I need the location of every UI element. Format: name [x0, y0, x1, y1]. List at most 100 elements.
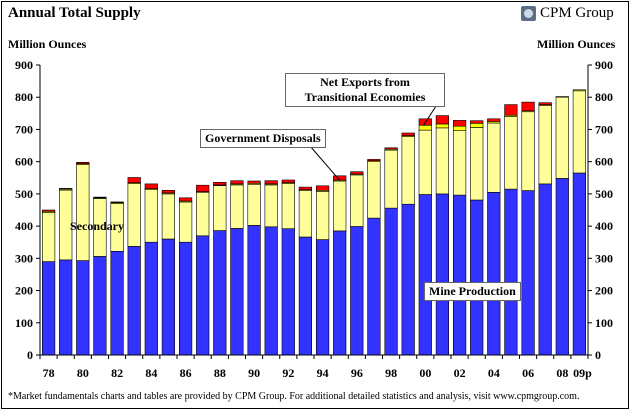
y-tick-left-900: 900 — [15, 58, 33, 72]
bar-mine-production-1992 — [281, 228, 295, 356]
bar-net-exports-from-transitional-economies-1999 — [401, 132, 415, 136]
bar-mine-production-1993 — [298, 236, 313, 356]
bar-secondary-1993 — [298, 190, 313, 238]
bar-mine-production-2008 — [555, 178, 569, 356]
bar-government-disposals-2001 — [435, 123, 450, 129]
y-tick-right-700: 700 — [595, 122, 613, 136]
y-tick-right-300: 300 — [595, 251, 613, 265]
government-disposals-label: Government Disposals — [200, 129, 326, 148]
x-tick-label-86: 86 — [180, 366, 192, 380]
net-exports-label: Net Exports from Transitional Economies — [285, 73, 445, 107]
y-tick-right-400: 400 — [595, 219, 613, 233]
mine-production-label: Mine Production — [424, 282, 521, 301]
bar-mine-production-1999 — [401, 203, 415, 356]
bar-mine-production-1991 — [264, 226, 278, 356]
bar-secondary-1985 — [161, 193, 176, 240]
x-tick-label-78: 78 — [43, 366, 55, 380]
bar-mine-production-2003 — [470, 199, 484, 356]
bar-secondary-2000 — [418, 129, 432, 195]
bar-net-exports-from-transitional-economies-1993 — [298, 186, 313, 191]
bar-secondary-2008 — [555, 96, 569, 179]
x-tick-label-02: 02 — [454, 366, 466, 380]
bar-mine-production-2006 — [521, 190, 535, 356]
bar-mine-production-2004 — [487, 192, 501, 356]
bar-mine-production-1988 — [213, 230, 227, 356]
cpm-logo-icon — [521, 6, 536, 21]
bar-mine-production-1994 — [315, 239, 330, 356]
y-tick-left-500: 500 — [15, 187, 33, 201]
bar-net-exports-from-transitional-economies-1985 — [161, 190, 176, 194]
y-tick-left-700: 700 — [15, 122, 33, 136]
bar-secondary-1994 — [315, 191, 330, 240]
y-tick-left-300: 300 — [15, 251, 33, 265]
x-tick-label-04: 04 — [488, 366, 500, 380]
bar-government-disposals-2000 — [418, 125, 432, 131]
bar-secondary-2006 — [521, 111, 535, 191]
bar-net-exports-from-transitional-economies-1981 — [93, 196, 107, 199]
y-tick-right-800: 800 — [595, 90, 613, 104]
x-tick-label-82: 82 — [111, 366, 123, 380]
x-tick-label-94: 94 — [317, 366, 329, 380]
y-tick-right-500: 500 — [595, 187, 613, 201]
x-tick-label-96: 96 — [351, 366, 363, 380]
bar-secondary-1986 — [179, 201, 193, 243]
bar-net-exports-from-transitional-economies-1987 — [196, 184, 210, 192]
y-tick-left-0: 0 — [27, 348, 33, 362]
bar-net-exports-from-transitional-economies-1978 — [41, 209, 56, 212]
bar-secondary-1991 — [264, 184, 278, 228]
y-tick-right-900: 900 — [595, 58, 613, 72]
brand-name: CPM Group — [540, 5, 614, 21]
y-tick-right-200: 200 — [595, 284, 613, 298]
bar-net-exports-from-transitional-economies-1998 — [384, 147, 398, 150]
chart-title: Annual Total Supply — [8, 5, 141, 21]
bar-mine-production-1982 — [110, 250, 124, 356]
y-tick-left-400: 400 — [15, 219, 33, 233]
bar-secondary-2007 — [538, 105, 552, 185]
bar-mine-production-1987 — [196, 235, 210, 356]
bar-mine-production-1998 — [384, 207, 398, 356]
bar-secondary-1988 — [213, 185, 227, 231]
bar-net-exports-from-transitional-economies-2005 — [504, 104, 518, 116]
brand-logo: CPM Group — [521, 5, 614, 22]
bar-net-exports-from-transitional-economies-1997 — [367, 159, 381, 161]
bar-net-exports-from-transitional-economies-1980 — [76, 162, 90, 164]
bar-mine-production-1996 — [350, 226, 364, 356]
bar-mine-production-2005 — [504, 188, 518, 356]
bar-mine-production-1980 — [76, 260, 90, 356]
y-tick-left-200: 200 — [15, 284, 33, 298]
bar-net-exports-from-transitional-economies-1996 — [350, 171, 364, 175]
bar-net-exports-from-transitional-economies-1986 — [179, 197, 193, 202]
x-tick-label-84: 84 — [145, 366, 157, 380]
x-tick-label-09p: 09p — [573, 366, 592, 380]
y-axis-label-left: Million Ounces — [8, 37, 87, 51]
bar-secondary-1989 — [230, 184, 244, 229]
bar-mine-production-1979 — [59, 259, 73, 356]
bar-net-exports-from-transitional-economies-1989 — [230, 180, 244, 185]
bar-mine-production-2009p — [572, 172, 586, 356]
bar-secondary-2002 — [452, 130, 467, 196]
bar-secondary-2003 — [470, 127, 484, 201]
bar-government-disposals-2008 — [555, 96, 569, 98]
bar-net-exports-from-transitional-economies-1979 — [59, 188, 73, 190]
bar-secondary-1983 — [127, 183, 141, 247]
bar-secondary-2009p — [572, 90, 586, 174]
bar-mine-production-1995 — [333, 230, 347, 356]
bar-secondary-1990 — [247, 183, 261, 226]
bar-net-exports-from-transitional-economies-1995 — [333, 175, 347, 181]
bar-secondary-1999 — [401, 136, 415, 205]
bar-mine-production-1983 — [127, 246, 141, 356]
y-tick-left-100: 100 — [15, 316, 33, 330]
x-tick-label-08: 08 — [556, 366, 568, 380]
bar-mine-production-2002 — [452, 194, 467, 356]
bar-mine-production-1985 — [161, 238, 176, 356]
bar-net-exports-from-transitional-economies-2007 — [538, 102, 552, 105]
x-tick-label-80: 80 — [77, 366, 89, 380]
y-tick-left-800: 800 — [15, 90, 33, 104]
bar-mine-production-1984 — [144, 241, 158, 356]
footnote: *Market fundamentals charts and tables a… — [8, 391, 580, 402]
bar-net-exports-from-transitional-economies-2003 — [470, 120, 484, 124]
bar-mine-production-2000 — [418, 194, 432, 356]
y-tick-right-600: 600 — [595, 155, 613, 169]
bar-government-disposals-2009p — [572, 89, 586, 92]
